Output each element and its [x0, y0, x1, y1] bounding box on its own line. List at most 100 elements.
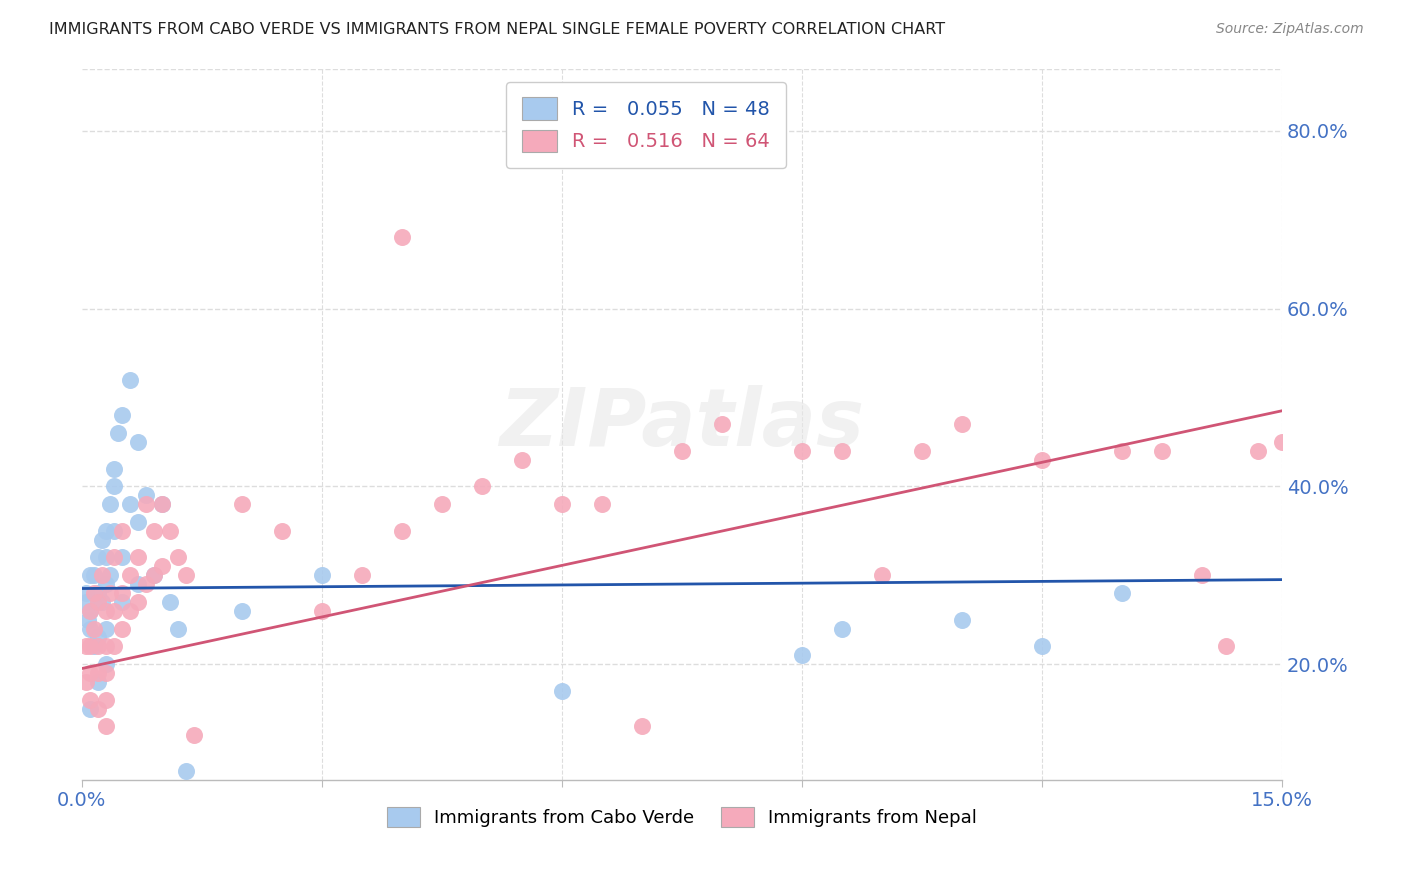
- Point: [1271, 434, 1294, 449]
- Point: [83, 622, 105, 636]
- Point: [87, 640, 110, 654]
- Point: [94, 640, 117, 654]
- Point: [79, 622, 101, 636]
- Point: [94, 604, 117, 618]
- Point: [127, 515, 149, 529]
- Point: [87, 595, 110, 609]
- Point: [94, 622, 117, 636]
- Point: [83, 640, 105, 654]
- Legend: Immigrants from Cabo Verde, Immigrants from Nepal: Immigrants from Cabo Verde, Immigrants f…: [380, 799, 984, 835]
- Point: [1191, 568, 1213, 582]
- Point: [94, 657, 117, 671]
- Point: [87, 674, 110, 689]
- Point: [591, 497, 613, 511]
- Point: [391, 230, 413, 244]
- Point: [1111, 586, 1133, 600]
- Point: [83, 568, 105, 582]
- Point: [118, 373, 141, 387]
- Point: [350, 568, 373, 582]
- Point: [83, 586, 105, 600]
- Point: [1111, 443, 1133, 458]
- Point: [950, 417, 973, 431]
- Point: [98, 568, 121, 582]
- Point: [87, 665, 110, 680]
- Point: [150, 559, 173, 574]
- Point: [631, 719, 654, 733]
- Point: [90, 568, 112, 582]
- Point: [103, 550, 125, 565]
- Point: [87, 586, 110, 600]
- Point: [790, 648, 813, 662]
- Point: [159, 524, 181, 538]
- Point: [950, 613, 973, 627]
- Point: [551, 683, 574, 698]
- Point: [174, 568, 197, 582]
- Point: [79, 568, 101, 582]
- Point: [142, 568, 165, 582]
- Point: [135, 488, 157, 502]
- Point: [103, 604, 125, 618]
- Point: [1031, 452, 1053, 467]
- Point: [103, 524, 125, 538]
- Point: [87, 550, 110, 565]
- Point: [77, 613, 100, 627]
- Point: [430, 497, 453, 511]
- Point: [135, 577, 157, 591]
- Point: [127, 577, 149, 591]
- Point: [79, 604, 101, 618]
- Point: [142, 568, 165, 582]
- Text: Source: ZipAtlas.com: Source: ZipAtlas.com: [1216, 22, 1364, 37]
- Point: [311, 568, 333, 582]
- Point: [183, 728, 205, 742]
- Point: [103, 640, 125, 654]
- Point: [111, 586, 134, 600]
- Point: [1152, 443, 1174, 458]
- Point: [103, 479, 125, 493]
- Point: [94, 577, 117, 591]
- Point: [127, 434, 149, 449]
- Text: ZIPatlas: ZIPatlas: [499, 385, 865, 463]
- Point: [142, 524, 165, 538]
- Point: [1215, 640, 1237, 654]
- Point: [118, 568, 141, 582]
- Point: [111, 622, 134, 636]
- Point: [103, 461, 125, 475]
- Point: [94, 719, 117, 733]
- Point: [87, 701, 110, 715]
- Point: [911, 443, 934, 458]
- Point: [79, 665, 101, 680]
- Point: [870, 568, 893, 582]
- Point: [75, 595, 97, 609]
- Point: [79, 604, 101, 618]
- Point: [118, 497, 141, 511]
- Point: [167, 550, 190, 565]
- Point: [231, 604, 253, 618]
- Point: [94, 665, 117, 680]
- Point: [671, 443, 693, 458]
- Point: [471, 479, 494, 493]
- Point: [391, 524, 413, 538]
- Point: [1031, 640, 1053, 654]
- Point: [90, 533, 112, 547]
- Point: [1247, 443, 1270, 458]
- Point: [107, 425, 129, 440]
- Point: [510, 452, 533, 467]
- Point: [311, 604, 333, 618]
- Point: [127, 595, 149, 609]
- Point: [111, 408, 134, 422]
- Point: [135, 497, 157, 511]
- Point: [75, 640, 97, 654]
- Point: [75, 674, 97, 689]
- Point: [831, 622, 853, 636]
- Point: [271, 524, 294, 538]
- Point: [90, 595, 112, 609]
- Point: [111, 524, 134, 538]
- Point: [159, 595, 181, 609]
- Point: [127, 550, 149, 565]
- Point: [150, 497, 173, 511]
- Point: [94, 550, 117, 565]
- Point: [790, 443, 813, 458]
- Point: [79, 692, 101, 706]
- Point: [174, 764, 197, 778]
- Point: [79, 640, 101, 654]
